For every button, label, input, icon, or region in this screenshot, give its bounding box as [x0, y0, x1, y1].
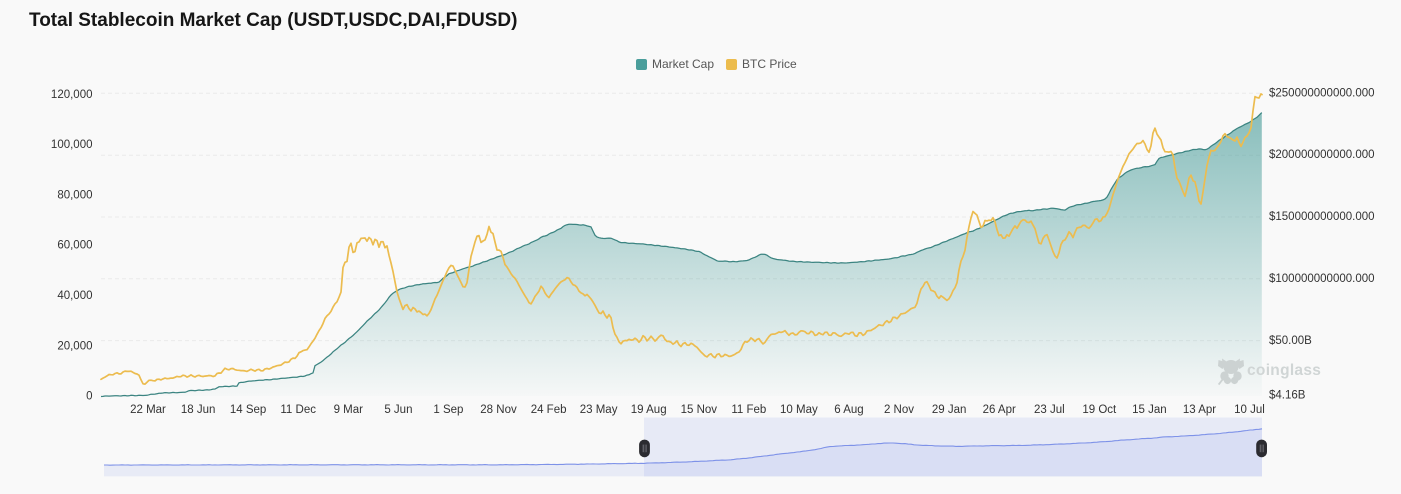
svg-text:$100000000000.000: $100000000000.000: [1269, 273, 1375, 285]
svg-text:9 Mar: 9 Mar: [334, 404, 364, 416]
svg-text:13 Apr: 13 Apr: [1183, 404, 1216, 416]
svg-text:$50.00B: $50.00B: [1269, 335, 1312, 347]
svg-text:22 Mar: 22 Mar: [130, 404, 166, 416]
svg-text:$150000000000.000: $150000000000.000: [1269, 211, 1375, 223]
svg-text:40,000: 40,000: [57, 290, 92, 302]
svg-text:0: 0: [86, 391, 92, 403]
svg-text:29 Jan: 29 Jan: [932, 404, 967, 416]
svg-text:60,000: 60,000: [57, 240, 92, 252]
svg-text:6 Aug: 6 Aug: [834, 404, 863, 416]
svg-text:11 Feb: 11 Feb: [731, 404, 766, 416]
svg-text:$4.16B: $4.16B: [1269, 389, 1306, 401]
svg-text:15 Jan: 15 Jan: [1132, 404, 1167, 416]
svg-text:15 Nov: 15 Nov: [681, 404, 718, 416]
svg-text:19 Aug: 19 Aug: [631, 404, 667, 416]
svg-text:19 Oct: 19 Oct: [1082, 404, 1117, 416]
svg-text:$200000000000.000: $200000000000.000: [1269, 149, 1375, 161]
svg-text:80,000: 80,000: [57, 189, 92, 201]
svg-text:20,000: 20,000: [57, 340, 92, 352]
svg-text:100,000: 100,000: [51, 139, 93, 151]
svg-text:$250000000000.000: $250000000000.000: [1269, 87, 1375, 99]
svg-text:120,000: 120,000: [51, 89, 93, 101]
svg-text:26 Apr: 26 Apr: [983, 404, 1016, 416]
svg-text:10 May: 10 May: [780, 404, 818, 416]
svg-text:23 Jul: 23 Jul: [1034, 404, 1065, 416]
svg-text:2 Nov: 2 Nov: [884, 404, 914, 416]
svg-text:23 May: 23 May: [580, 404, 618, 416]
svg-text:24 Feb: 24 Feb: [531, 404, 567, 416]
svg-text:28 Nov: 28 Nov: [480, 404, 517, 416]
svg-text:18 Jun: 18 Jun: [181, 404, 216, 416]
svg-text:10 Jul: 10 Jul: [1234, 404, 1265, 416]
svg-text:1 Sep: 1 Sep: [433, 404, 463, 416]
svg-text:5 Jun: 5 Jun: [384, 404, 412, 416]
svg-text:14 Sep: 14 Sep: [230, 404, 266, 416]
svg-text:11 Dec: 11 Dec: [280, 404, 316, 416]
